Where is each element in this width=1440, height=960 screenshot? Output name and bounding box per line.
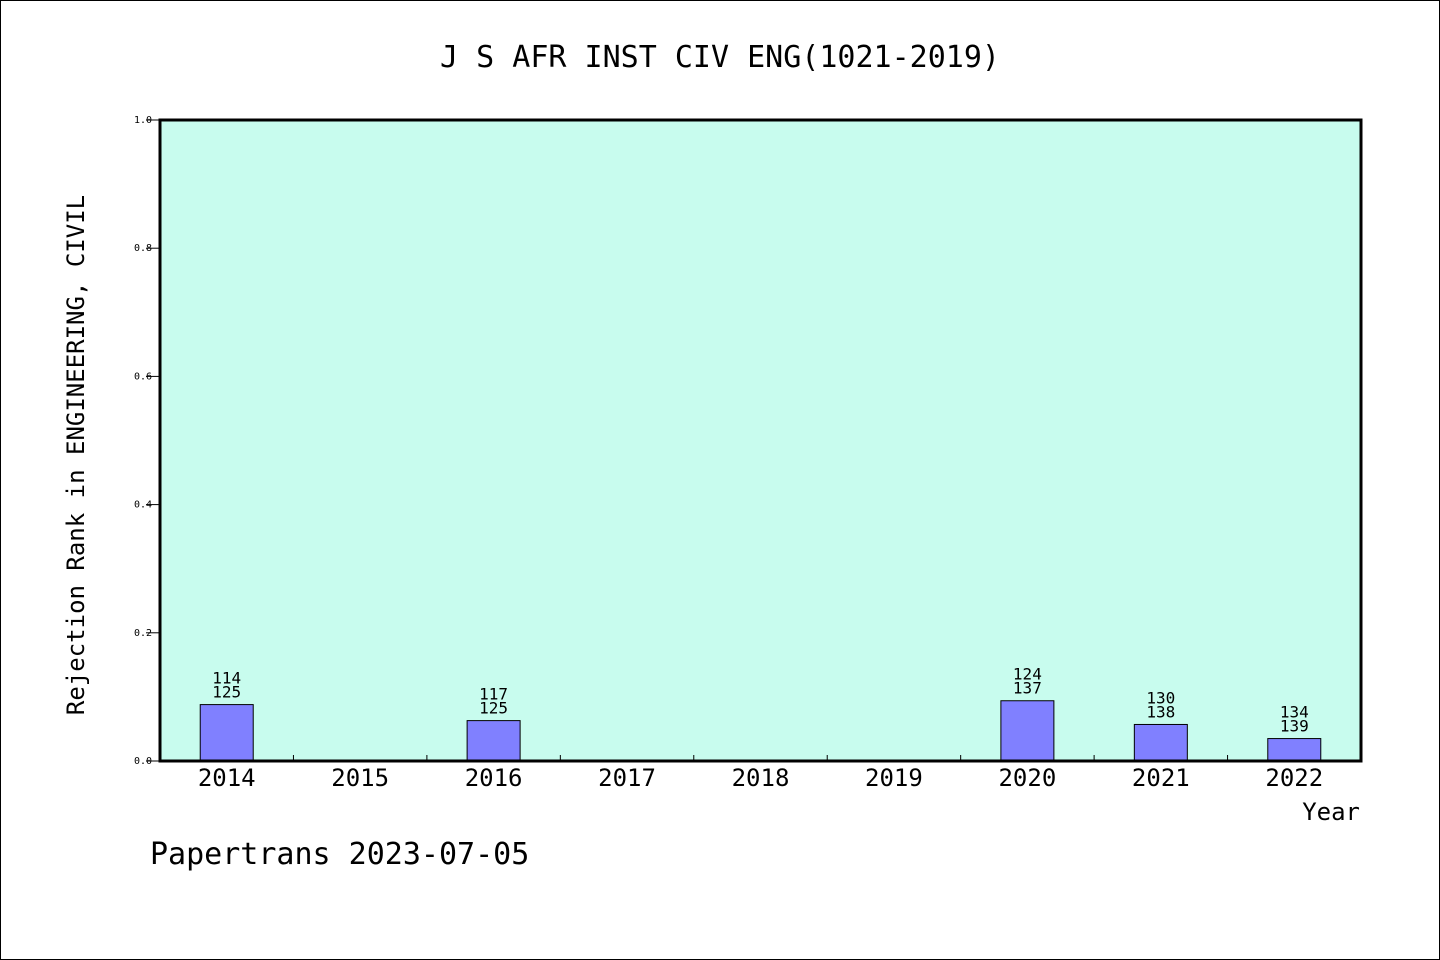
bar-2020 bbox=[1000, 700, 1055, 762]
x-tick-label: 2019 bbox=[865, 764, 923, 792]
x-tick-label: 2017 bbox=[598, 764, 656, 792]
y-tick-label: 0.0 bbox=[134, 756, 152, 767]
y-tick-label: 0.4 bbox=[134, 500, 152, 511]
bar-label-2014-1: 114 bbox=[212, 669, 241, 688]
footer-credit: Papertrans 2023-07-05 bbox=[150, 837, 529, 872]
y-tick-label: 0.2 bbox=[134, 628, 152, 639]
bar-label-2020-1: 124 bbox=[1013, 665, 1042, 684]
bars-group bbox=[199, 700, 1322, 762]
bar-label-2016-1: 117 bbox=[479, 685, 508, 704]
bar-label-2014-2: 125 bbox=[212, 683, 241, 702]
x-tick-label: 2016 bbox=[465, 764, 523, 792]
bar-label-2021-1: 130 bbox=[1146, 688, 1175, 707]
plot-area bbox=[160, 120, 1361, 761]
y-tick-label: 0.8 bbox=[134, 243, 152, 254]
plot-border bbox=[158, 118, 1363, 763]
bar-2014 bbox=[199, 704, 254, 762]
y-tick-label: 1.0 bbox=[134, 115, 152, 126]
x-tick-label: 2014 bbox=[198, 764, 256, 792]
bar-label-2022-1: 134 bbox=[1280, 703, 1309, 722]
x-axis-label: Year bbox=[1302, 798, 1360, 826]
x-axis: 2014 2015 2016 2017 2018 2019 2020 2021 2022 bbox=[198, 755, 1323, 792]
bar-label-2016-2: 125 bbox=[479, 699, 508, 718]
bar-2022 bbox=[1267, 738, 1322, 762]
y-axis-label: Rejection Rank in ENGINEERING, CIVIL bbox=[62, 195, 90, 715]
x-tick-label: 2015 bbox=[331, 764, 389, 792]
x-tick-label: 2018 bbox=[732, 764, 790, 792]
y-tick-label: 0.6 bbox=[134, 371, 152, 382]
bar-2016 bbox=[466, 720, 521, 762]
x-tick-label: 2022 bbox=[1265, 764, 1323, 792]
bar-label-2020-2: 137 bbox=[1013, 679, 1042, 698]
bar-2021 bbox=[1133, 723, 1188, 762]
x-tick-label: 2021 bbox=[1132, 764, 1190, 792]
bar-label-2022-2: 139 bbox=[1280, 717, 1309, 736]
chart-title: J S AFR INST CIV ENG(1021-2019) bbox=[440, 40, 1000, 75]
x-tick-label: 2020 bbox=[998, 764, 1056, 792]
bar-label-2021-2: 138 bbox=[1146, 702, 1175, 721]
y-axis: 0.0 0.2 0.4 0.6 0.8 1.0 bbox=[134, 115, 160, 767]
